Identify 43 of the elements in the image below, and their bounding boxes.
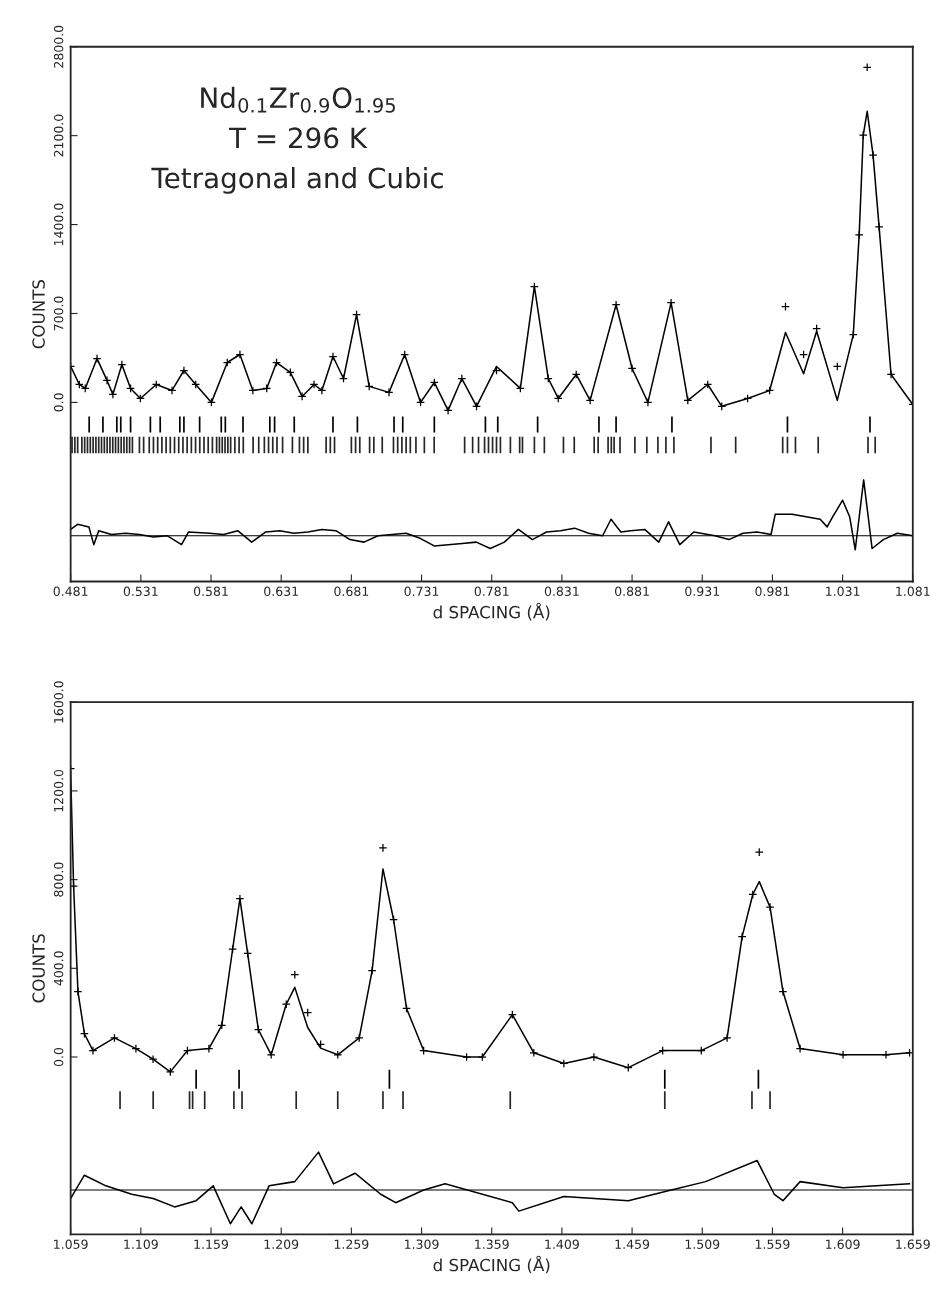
x-tick-label: 0.681 [334,586,369,597]
y-axis-title: COUNTS [32,279,45,349]
y-tick-label: 1600.0 [53,681,64,723]
y-tick-label: 2800.0 [53,25,64,68]
annotation: T = 296 K [228,127,368,149]
y-tick-label: 400.0 [53,951,64,986]
x-tick-label: 0.731 [404,586,439,597]
y-tick-label: 2100.0 [53,114,64,157]
x-tick-label: 1.159 [194,1239,229,1249]
x-tick-label: 0.531 [123,586,158,597]
y-tick-label: 1200.0 [53,769,64,812]
y-axis-title: COUNTS [32,934,45,1003]
x-tick-label: 0.581 [193,586,228,597]
x-tick-label: 1.209 [264,1239,299,1249]
x-tick-label: 0.831 [544,586,579,597]
x-tick-label: 0.631 [264,586,298,597]
x-tick-label: 1.059 [54,1239,88,1249]
x-tick-label: 1.509 [685,1239,720,1249]
x-tick-label: 1.359 [475,1239,509,1249]
y-tick-label: 0.0 [53,393,64,412]
x-tick-label: 1.031 [826,586,860,597]
x-tick-label: 1.459 [615,1239,650,1249]
x-tick-label: 0.881 [615,586,649,597]
x-tick-label: 1.609 [826,1239,860,1249]
x-tick-label: 0.481 [53,586,88,597]
y-tick-label: 800.0 [53,862,64,897]
y-tick-label: 1400.0 [53,203,64,246]
x-tick-label: 0.931 [685,586,719,597]
x-tick-label: 1.309 [405,1239,439,1249]
y-tick-label: 0.0 [53,1047,64,1067]
y-tick-label: 700.0 [53,296,64,331]
x-tick-label: 1.659 [896,1239,930,1249]
x-tick-label: 1.559 [755,1239,790,1249]
x-tick-label: 1.081 [896,586,930,597]
x-tick-label: 0.781 [474,586,509,597]
x-tick-label: 1.109 [124,1239,158,1249]
x-tick-label: 1.409 [545,1239,579,1249]
text: Nd$_{0.1}$Zr$_{0.9}$O$_{1.95}$ [201,86,395,113]
annotation: Tetragonal and Cubic [151,166,443,194]
x-tick-label: 1.259 [334,1239,369,1249]
x-tick-label: 0.981 [755,586,790,597]
x-axis-title: d SPACING (Å) [433,1255,550,1274]
x-axis-title: d SPACING (Å) [433,602,550,621]
